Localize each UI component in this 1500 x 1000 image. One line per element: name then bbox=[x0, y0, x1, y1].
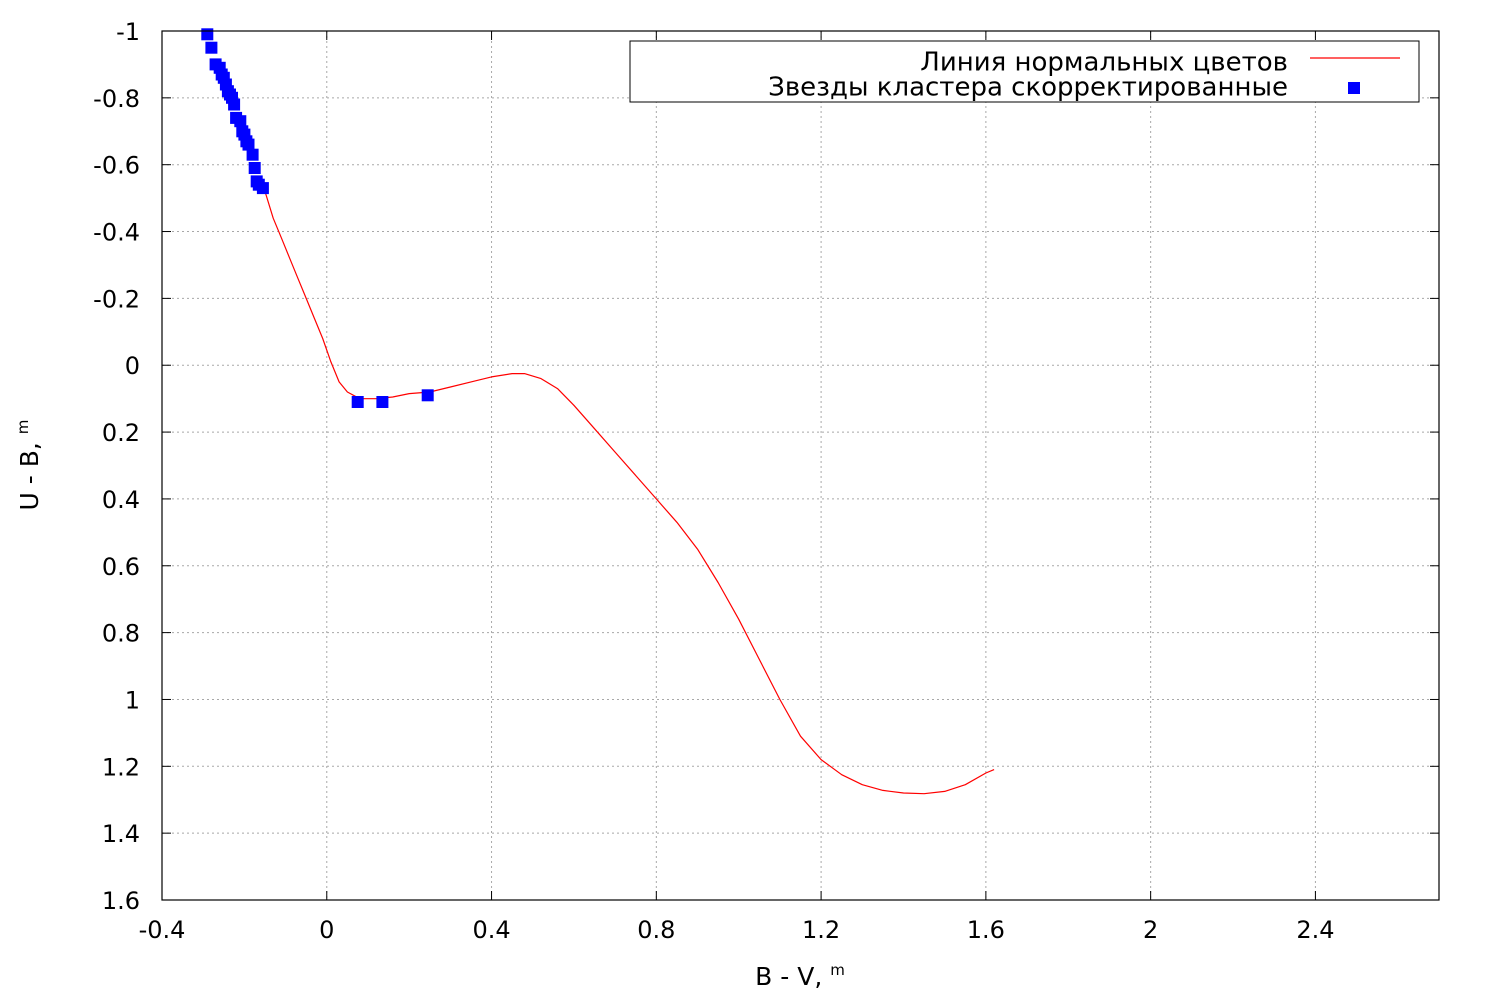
y-tick-label: 0.8 bbox=[102, 620, 140, 648]
y-tick-label: 1.2 bbox=[102, 753, 140, 781]
x-tick-label: 1.2 bbox=[802, 916, 840, 944]
legend-swatch-cluster-stars bbox=[1348, 82, 1360, 94]
cluster-star-point bbox=[242, 138, 255, 151]
y-tick-label: 0.4 bbox=[102, 486, 140, 514]
y-axis-title-unit: m bbox=[14, 420, 32, 435]
legend-label-cluster-stars: Звезды кластера скорректированные bbox=[768, 73, 1288, 103]
y-tick-label: 0 bbox=[125, 352, 140, 380]
y-tick-label: 1.6 bbox=[102, 887, 140, 915]
y-tick-label: 0.2 bbox=[102, 419, 140, 447]
data-series bbox=[201, 28, 995, 795]
axis-ticks: -0.4 0 0.4 0.8 1.2 1.6 2 2.4 -1 -0.8 -0.6 -0.4 -0.2 0… bbox=[93, 18, 1439, 944]
cluster-star-point bbox=[256, 182, 269, 195]
y-tick-label: -1 bbox=[116, 18, 140, 46]
y-tick-label: 1 bbox=[125, 686, 140, 714]
cluster-star-point bbox=[421, 389, 434, 402]
plot-frame bbox=[161, 30, 1440, 901]
cluster-star-point bbox=[351, 396, 364, 408]
y-axis-title-text: U - B, bbox=[15, 434, 44, 510]
y-axis-title: U - B, m bbox=[14, 420, 44, 511]
x-tick-label: 0 bbox=[319, 916, 334, 944]
x-tick-label: 0.4 bbox=[472, 916, 510, 944]
legend: Линия нормальных цветов Звезды кластера … bbox=[629, 40, 1420, 103]
x-tick-label: -0.4 bbox=[139, 916, 186, 944]
cluster-star-point bbox=[201, 28, 214, 41]
x-tick-label: 0.8 bbox=[637, 916, 675, 944]
cluster-star-point bbox=[376, 396, 389, 408]
y-tick-label: -0.2 bbox=[93, 285, 140, 313]
legend-box bbox=[629, 40, 1420, 103]
x-axis-title: B - V, m bbox=[755, 961, 845, 991]
x-axis-title-text: B - V, bbox=[755, 962, 830, 991]
normal-colors-line bbox=[264, 191, 995, 795]
y-tick-label: -0.4 bbox=[93, 219, 140, 247]
y-tick-label: 1.4 bbox=[102, 820, 140, 848]
cluster-star-point bbox=[234, 115, 247, 128]
cluster-star-point bbox=[205, 41, 218, 54]
cluster-star-point bbox=[248, 162, 261, 174]
y-tick-label: -0.6 bbox=[93, 152, 140, 180]
y-tick-label: -0.8 bbox=[93, 85, 140, 113]
x-tick-label: 2.4 bbox=[1296, 916, 1334, 944]
cluster-star-point bbox=[246, 148, 259, 161]
x-tick-label: 2 bbox=[1143, 916, 1158, 944]
x-tick-label: 1.6 bbox=[967, 916, 1005, 944]
cluster-star-point bbox=[228, 98, 241, 111]
x-axis-title-unit: m bbox=[830, 961, 845, 979]
y-tick-label: 0.6 bbox=[102, 553, 140, 581]
legend-label-normal-colors-line: Линия нормальных цветов bbox=[920, 48, 1288, 78]
